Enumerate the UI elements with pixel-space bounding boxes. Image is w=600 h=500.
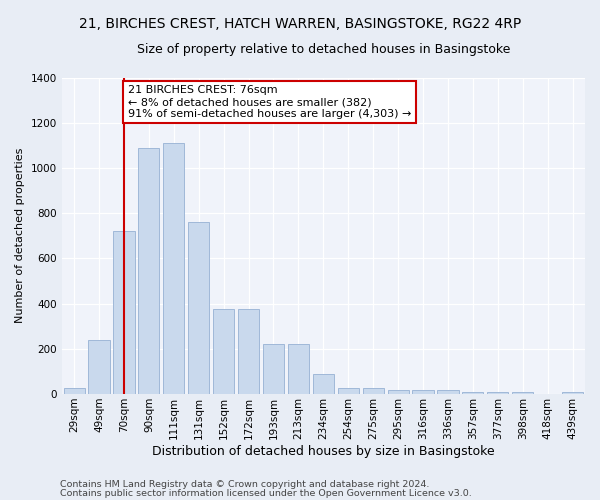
Text: 21 BIRCHES CREST: 76sqm
← 8% of detached houses are smaller (382)
91% of semi-de: 21 BIRCHES CREST: 76sqm ← 8% of detached… (128, 86, 411, 118)
Title: Size of property relative to detached houses in Basingstoke: Size of property relative to detached ho… (137, 42, 510, 56)
Bar (163, 143, 184, 394)
Bar (188, 222, 209, 394)
X-axis label: Distribution of detached houses by size in Basingstoke: Distribution of detached houses by size … (152, 444, 494, 458)
Bar (213, 310, 234, 394)
Bar (437, 390, 458, 394)
Bar (88, 340, 110, 394)
Bar (362, 388, 384, 394)
Bar (288, 344, 309, 394)
Y-axis label: Number of detached properties: Number of detached properties (15, 148, 25, 324)
Bar (313, 374, 334, 394)
Bar (113, 231, 134, 394)
Bar (338, 388, 359, 394)
Bar (462, 392, 484, 394)
Bar (263, 344, 284, 394)
Bar (138, 148, 160, 394)
Text: 21, BIRCHES CREST, HATCH WARREN, BASINGSTOKE, RG22 4RP: 21, BIRCHES CREST, HATCH WARREN, BASINGS… (79, 18, 521, 32)
Bar (388, 390, 409, 394)
Bar (238, 310, 259, 394)
Text: Contains HM Land Registry data © Crown copyright and database right 2024.: Contains HM Land Registry data © Crown c… (60, 480, 430, 489)
Bar (562, 392, 583, 394)
Bar (512, 392, 533, 394)
Bar (412, 390, 434, 394)
Text: Contains public sector information licensed under the Open Government Licence v3: Contains public sector information licen… (60, 488, 472, 498)
Bar (487, 392, 508, 394)
Bar (64, 388, 85, 394)
